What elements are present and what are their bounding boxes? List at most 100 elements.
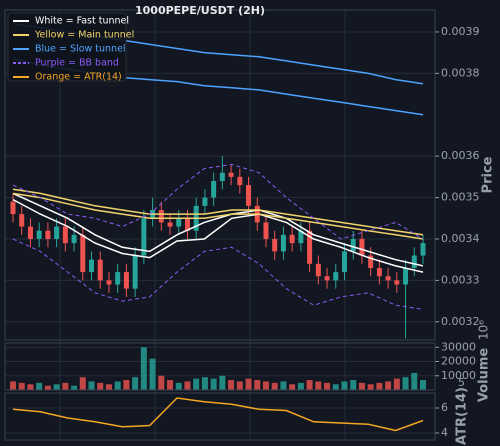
- candle-body: [333, 272, 339, 281]
- volume-bar: [193, 378, 200, 390]
- y-tick-label: 0.0039: [441, 25, 480, 38]
- candle-body: [158, 209, 164, 223]
- legend: White = Fast tunnel Yellow = Main tunnel B…: [7, 12, 134, 83]
- candle-body: [45, 230, 51, 239]
- indicator-line: [12, 397, 424, 432]
- y-tick-label: 0.0033: [441, 273, 480, 286]
- candle-body: [272, 238, 278, 252]
- volume-bar: [411, 372, 418, 390]
- volume-bar: [393, 378, 400, 390]
- candle-body: [202, 197, 208, 206]
- chart-title: 1000PEPE/USDT (2H): [135, 4, 265, 17]
- volume-bar: [254, 380, 261, 390]
- legend-label: Orange = ATR(14): [35, 72, 122, 83]
- candle-body: [219, 172, 225, 182]
- volume-bar: [62, 382, 69, 390]
- volume-bar: [376, 382, 383, 390]
- y-tick-label: 0.0034: [441, 232, 480, 245]
- candle-body: [184, 218, 190, 231]
- candle-body: [341, 251, 347, 273]
- volume-bar: [27, 384, 34, 390]
- candle-body: [167, 222, 173, 227]
- volume-bar: [289, 384, 296, 390]
- volume-bar: [402, 377, 409, 390]
- legend-label: White = Fast tunnel: [35, 16, 129, 27]
- candle-body: [394, 280, 400, 285]
- atr-frame: [4, 392, 436, 441]
- candle-body: [411, 255, 417, 268]
- volume-bar: [315, 381, 322, 390]
- volume-bar: [350, 380, 357, 390]
- volume-bar: [280, 381, 287, 390]
- candle-body: [211, 181, 217, 198]
- indicator-line: [12, 192, 424, 240]
- volume-bar: [123, 380, 130, 390]
- candle-body: [97, 259, 103, 281]
- candle-body: [289, 234, 295, 244]
- volume-bar: [271, 382, 278, 390]
- volume-bar: [53, 384, 60, 390]
- volume-bar: [10, 381, 16, 390]
- candle-body: [298, 230, 304, 244]
- volume-bar: [420, 380, 426, 390]
- volume-bar: [219, 375, 226, 390]
- price-axis-label: Price: [481, 156, 496, 193]
- volume-bar: [18, 382, 25, 390]
- indicator-line: [12, 238, 424, 310]
- candle-body: [106, 280, 112, 285]
- candle-body: [280, 234, 286, 252]
- volume-bar: [184, 381, 191, 390]
- y-tick-label: 0.0038: [441, 66, 480, 79]
- candle-body: [228, 172, 234, 177]
- y-tick-label: 0.0035: [441, 191, 480, 204]
- volume-offset: 10⁶: [477, 320, 491, 340]
- candle-body: [141, 218, 147, 256]
- indicator-line: [12, 188, 424, 236]
- volume-bar: [228, 380, 235, 390]
- candle-body: [368, 255, 374, 268]
- candle-body: [246, 185, 252, 206]
- volume-marker: 5: [458, 376, 465, 389]
- candle-body: [10, 201, 16, 215]
- candle-body: [307, 230, 313, 264]
- candle-body: [71, 234, 77, 244]
- volume-axis-label: Volume: [477, 348, 492, 403]
- candle-body: [54, 226, 60, 239]
- legend-box: [7, 12, 127, 82]
- y-tick-label: 20000: [441, 355, 476, 368]
- y-tick-label: 0.0036: [441, 149, 480, 162]
- volume-bar: [105, 384, 112, 390]
- candle-body: [403, 267, 409, 285]
- legend-label: Yellow = Main tunnel: [34, 30, 134, 41]
- volume-bar: [385, 381, 392, 390]
- candle-body: [324, 276, 330, 281]
- volume-bar: [262, 381, 269, 390]
- volume-bar: [236, 381, 243, 390]
- volume-frame: [4, 342, 436, 391]
- volume-bar: [140, 347, 147, 390]
- candle-body: [89, 259, 95, 273]
- candle-body: [237, 176, 243, 186]
- candle-body: [123, 272, 129, 289]
- volume-bar: [324, 382, 331, 390]
- price-frame: [4, 9, 436, 341]
- volume-bar: [210, 378, 217, 390]
- volume-bar: [175, 382, 182, 390]
- volume-bar: [132, 377, 139, 390]
- indicator-line: [12, 198, 424, 273]
- volume-bar: [149, 358, 156, 390]
- y-tick-label: 4: [441, 426, 448, 439]
- volume-bar: [44, 385, 51, 390]
- candle-body: [19, 214, 25, 227]
- volume-bar: [306, 380, 313, 390]
- volume-bar: [358, 382, 365, 390]
- indicator-line: [12, 192, 424, 267]
- indicator-line: [12, 163, 424, 240]
- volume-bar: [97, 382, 104, 390]
- volume-bar: [71, 385, 78, 390]
- volume-bar: [367, 384, 374, 390]
- candle-body: [27, 226, 33, 239]
- volume-bar: [297, 382, 304, 390]
